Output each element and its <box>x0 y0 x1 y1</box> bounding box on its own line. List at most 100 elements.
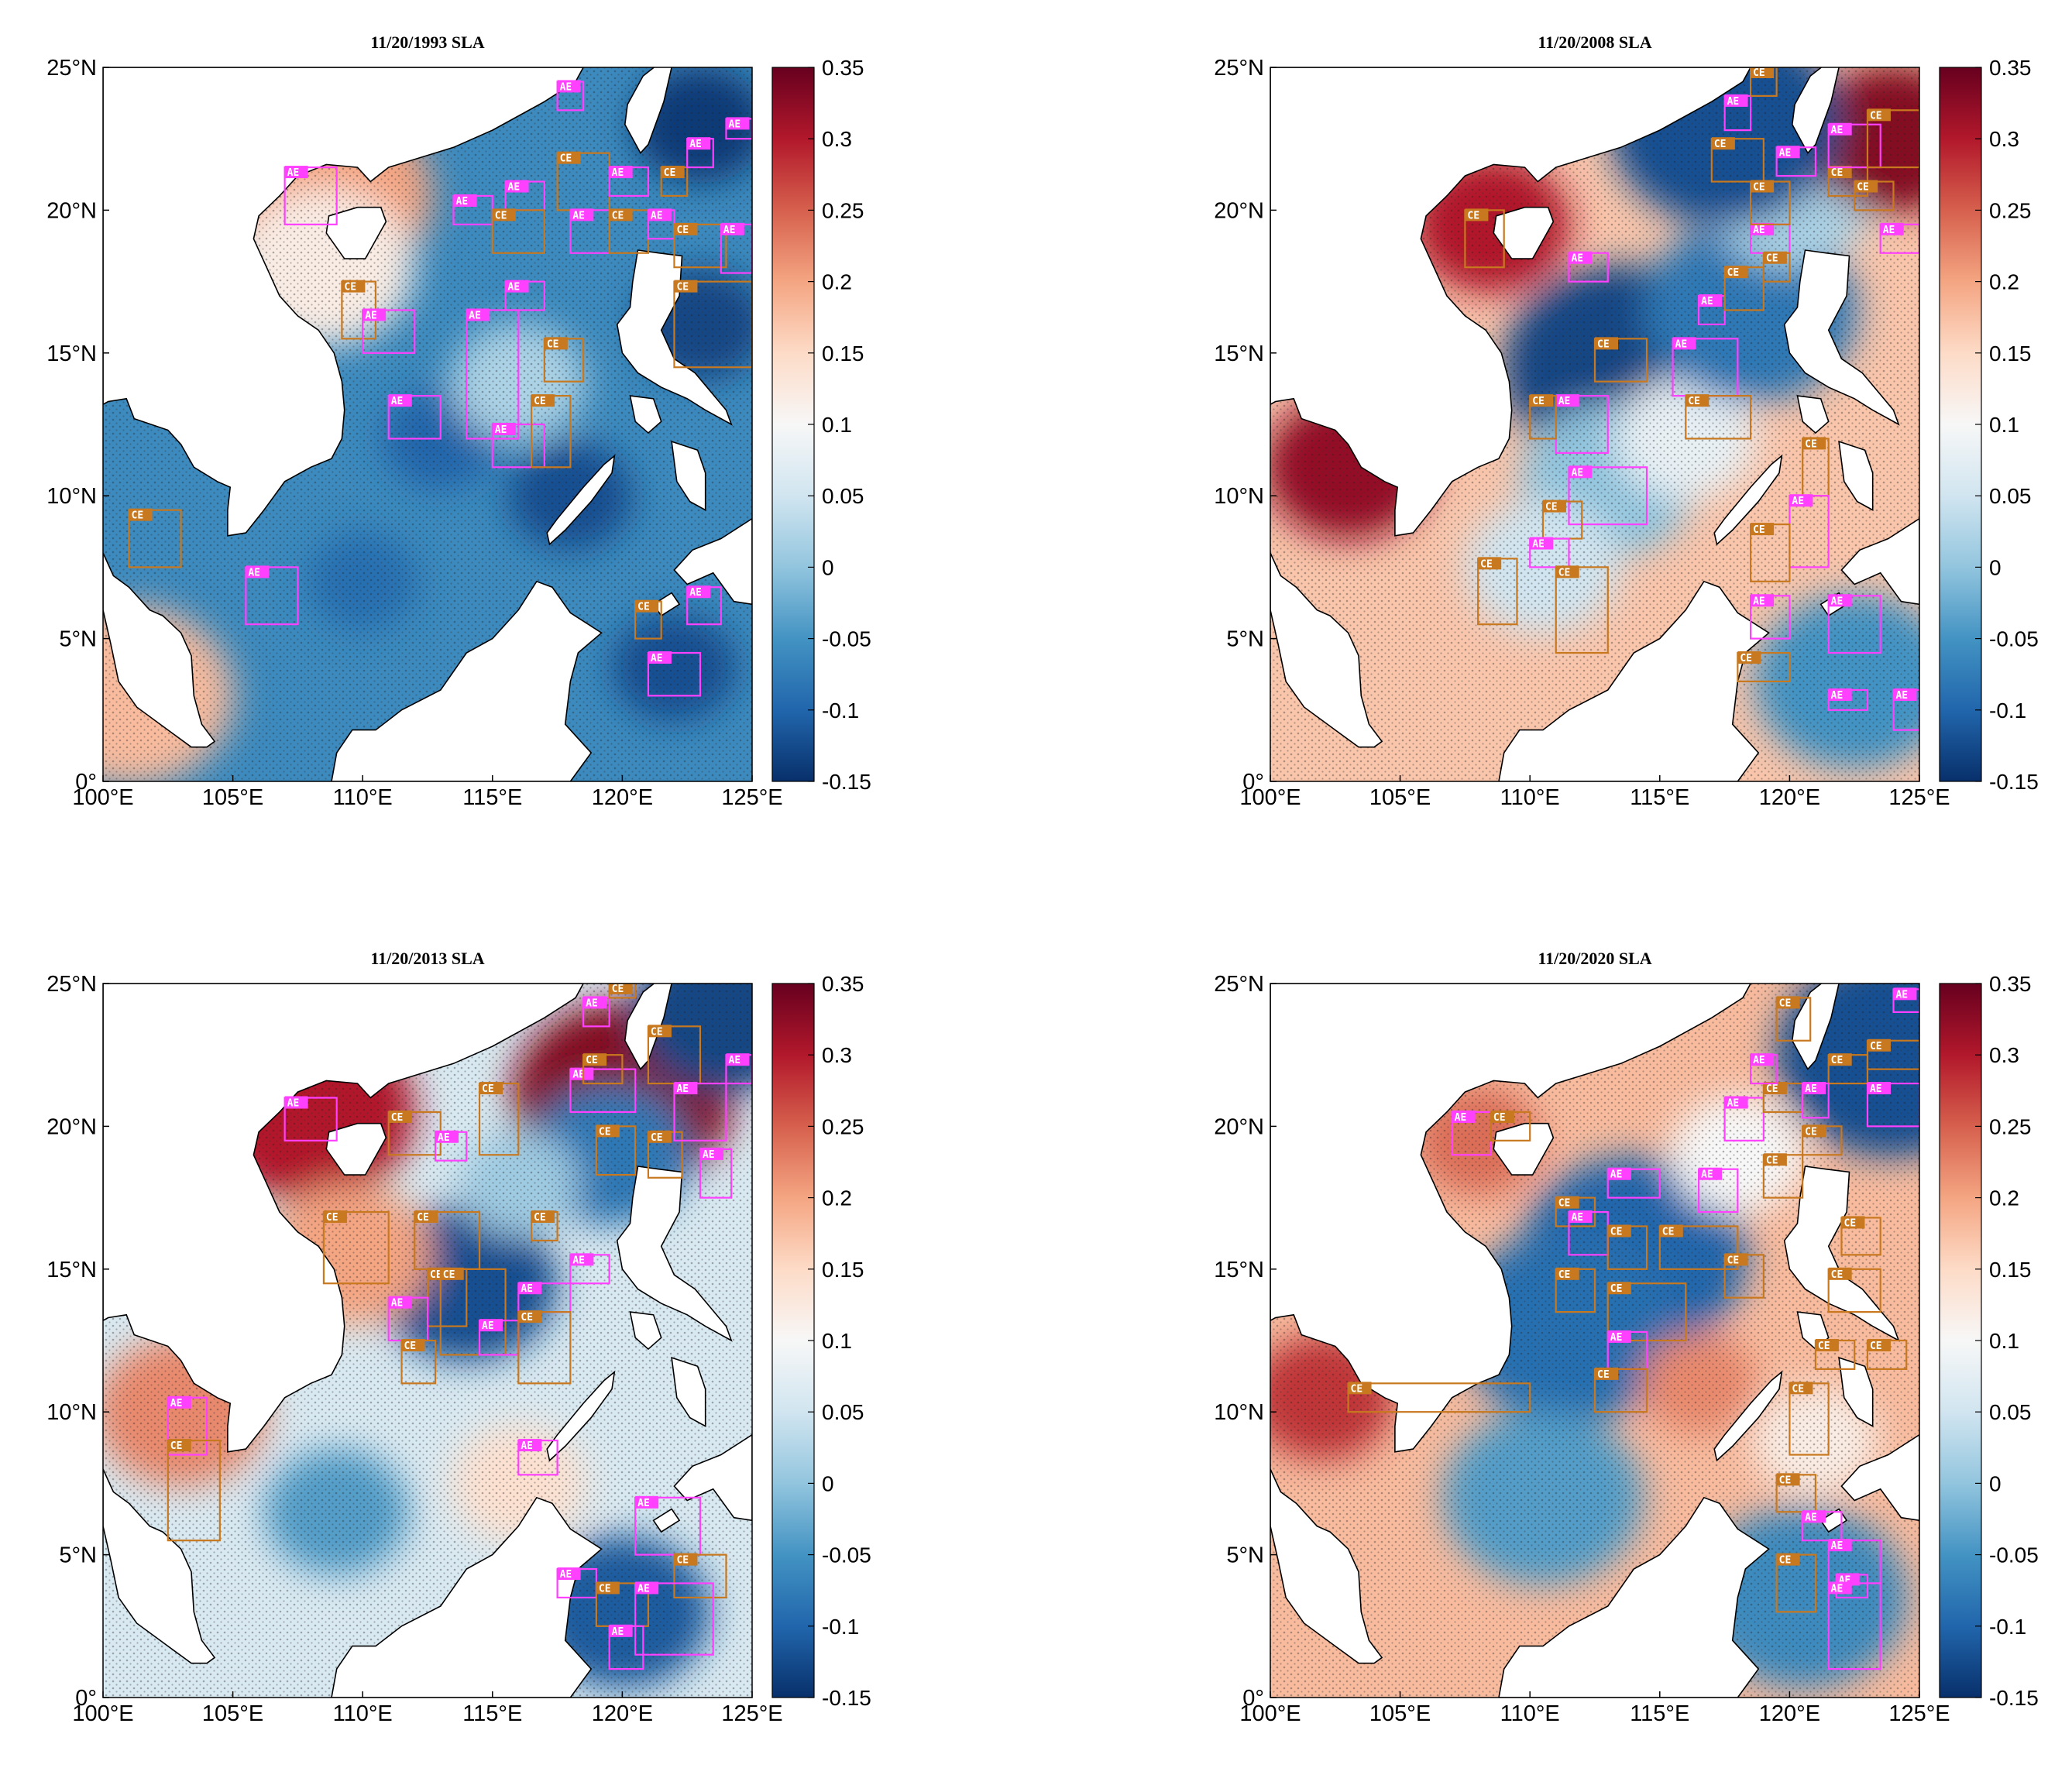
eddy-box <box>517 1311 572 1385</box>
eddy-label: CE <box>664 167 676 179</box>
eddy-tag <box>1776 1553 1800 1566</box>
y-tick-label: 0° <box>1242 1686 1264 1711</box>
land-mainland-asia <box>1270 984 1752 1453</box>
eddy-label: CE <box>612 984 624 995</box>
eddy-label: CE <box>651 1026 663 1038</box>
eddy-label: CE <box>1597 338 1610 350</box>
eddy-label: AE <box>689 139 702 150</box>
eddy-label: CE <box>651 1132 663 1144</box>
colorbar-tick-label: 0.2 <box>1989 1186 2019 1210</box>
eddy-ce-16: CE <box>1762 251 1791 283</box>
eddy-box <box>283 166 338 225</box>
eddy-box <box>322 1210 390 1285</box>
land-palawan <box>546 454 616 546</box>
eddy-tag <box>1711 137 1735 150</box>
eddy-ce-12: CE <box>1593 1367 1648 1413</box>
eddy-label: AE <box>391 1298 404 1310</box>
eddy-tag <box>570 1067 594 1080</box>
land-luzon <box>1783 1166 1900 1342</box>
eddy-tag <box>1530 394 1554 407</box>
eddy-label: AE <box>469 310 481 321</box>
eddy-tag <box>1893 987 1917 1001</box>
eddy-tag <box>1802 437 1826 450</box>
eddy-box <box>647 651 702 697</box>
colorbar-tick-label: -0.05 <box>1989 627 2039 651</box>
eddy-ae-34: AE <box>608 1624 644 1670</box>
eddy-ae-28: AE <box>686 585 722 626</box>
eddy-label: CE <box>1766 1083 1778 1095</box>
eddy-tag <box>544 337 568 350</box>
eddy-ae-18: AE <box>608 166 650 197</box>
y-tick-label: 10°N <box>1214 484 1264 509</box>
eddy-ae-30: AE <box>1750 594 1791 640</box>
eddy-label: AE <box>1675 338 1688 350</box>
eddy-tag <box>1607 1167 1631 1180</box>
eddy-ae-29: AE <box>647 651 702 697</box>
colorbar-tick-label: 0.3 <box>1989 1043 2019 1067</box>
land-mainland-asia <box>103 984 585 1453</box>
eddy-tag <box>1569 465 1593 479</box>
x-tick-label: 120°E <box>1759 785 1820 810</box>
eddy-label: AE <box>651 653 663 664</box>
eddy-ae-21: AE <box>1775 146 1817 177</box>
eddy-label: CE <box>1545 502 1558 513</box>
eddy-label: AE <box>508 182 521 194</box>
colorbar-tick-label: 0.25 <box>822 198 864 222</box>
eddy-box <box>1827 123 1881 169</box>
x-tick-label: 125°E <box>721 785 782 810</box>
eddy-label: AE <box>508 282 521 294</box>
eddy-tag <box>505 180 529 193</box>
eddy-ce-14: CE <box>1723 1253 1764 1299</box>
eddy-label: AE <box>1558 396 1571 407</box>
eddy-tag <box>518 1310 542 1323</box>
x-tick-label: 100°E <box>1239 1701 1301 1726</box>
eddy-label: CE <box>1532 396 1545 407</box>
eddy-label: AE <box>651 210 663 221</box>
eddy-ce-5: CE <box>439 1267 507 1356</box>
eddy-label: CE <box>1805 438 1817 450</box>
eddy-tag <box>1893 688 1917 701</box>
sla-panel-2: CE AE CE AE CE AE CE AE CE CE AE CE AE CE AE CE CE CE AE CE… <box>1214 33 2039 810</box>
eddy-label: AE <box>1831 1583 1843 1595</box>
eddy-tag <box>1867 1038 1891 1052</box>
eddy-label: AE <box>1883 225 1895 236</box>
eddy-ae-23: AE <box>1827 122 1881 169</box>
eddy-label: CE <box>1610 1283 1623 1295</box>
eddy-ae-3: AE <box>362 308 416 354</box>
eddy-tag <box>557 151 581 164</box>
eddy-label: CE <box>1727 1255 1740 1266</box>
colorbar-tick-label: 0.35 <box>1989 56 2032 80</box>
land-panay-negros <box>1838 440 1874 511</box>
x-tick-label: 115°E <box>1630 1701 1689 1726</box>
eddy-ce-15: CE <box>530 1210 558 1242</box>
eddy-label: CE <box>1831 1269 1843 1281</box>
land-mindoro <box>629 1311 662 1351</box>
eddy-tag <box>1841 1216 1865 1229</box>
eddy-ae-27: AE <box>167 1396 208 1456</box>
eddy-label: AE <box>1753 596 1765 607</box>
eddy-label: AE <box>723 225 736 236</box>
eddy-label: CE <box>1766 253 1778 265</box>
eddy-box <box>1593 338 1648 383</box>
eddy-tag <box>1478 557 1502 570</box>
eddy-ae-26: AE <box>556 80 585 112</box>
eddy-ae-20: AE <box>582 996 610 1028</box>
land-sulu-islands <box>1819 1508 1848 1533</box>
eddy-label: CE <box>599 1126 611 1138</box>
eddy-tag <box>1569 251 1593 264</box>
eddy-box <box>1827 595 1881 654</box>
land-mindanao <box>1840 1433 1919 1522</box>
eddy-tag <box>492 208 516 221</box>
eddy-ce-1: CE <box>1464 208 1505 269</box>
eddy-label: CE <box>1740 653 1752 664</box>
eddy-tag <box>726 1053 750 1066</box>
colorbar-tick-label: 0.35 <box>1989 972 2032 996</box>
colorbar-bar <box>771 67 815 782</box>
eddy-tag <box>674 280 698 293</box>
y-tick-label: 25°N <box>46 972 97 997</box>
eddy-ae-11: AE <box>504 280 545 311</box>
eddy-tag <box>1802 1510 1826 1523</box>
y-tick-label: 5°N <box>1226 1543 1264 1568</box>
x-tick-label: 120°E <box>592 1701 653 1726</box>
